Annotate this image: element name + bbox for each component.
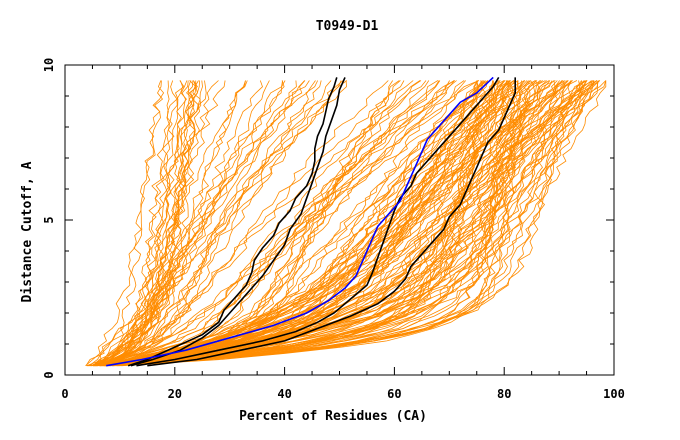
x-axis-label: Percent of Residues (CA) — [239, 409, 427, 424]
model-curve — [103, 80, 479, 367]
model-curve — [103, 80, 501, 367]
model-curve — [99, 80, 344, 367]
highlight-curves — [106, 76, 517, 367]
model-curve — [105, 80, 478, 367]
model-curve — [118, 80, 535, 367]
model-curve — [110, 80, 455, 367]
highlight-curve-2 — [130, 77, 346, 367]
highlight-curve-1 — [127, 77, 338, 367]
x-tick-label: 40 — [277, 387, 291, 401]
model-curve — [93, 80, 508, 367]
model-curve — [92, 80, 441, 367]
model-curve — [108, 80, 573, 367]
model-curves — [85, 80, 607, 367]
model-curve — [109, 80, 588, 367]
model-curve — [104, 80, 513, 367]
model-curve — [121, 80, 536, 367]
model-curve — [110, 80, 563, 367]
model-curve — [100, 80, 226, 367]
model-curve — [93, 80, 489, 367]
x-tick-label: 100 — [603, 387, 625, 401]
x-tick-label: 80 — [497, 387, 511, 401]
model-curve — [90, 80, 197, 367]
model-curve — [103, 80, 332, 367]
model-curve — [92, 80, 600, 367]
model-curve — [102, 80, 569, 367]
model-curve — [106, 80, 494, 367]
model-curve — [97, 80, 421, 367]
model-curve — [111, 80, 594, 367]
model-curve — [98, 80, 439, 367]
model-curve — [93, 80, 519, 367]
y-tick-labels: 0 5 10 — [42, 58, 56, 379]
highlight-curve-4 — [147, 77, 517, 367]
chart-title: T0949-D1 — [316, 19, 379, 34]
model-curve — [95, 80, 197, 367]
model-curve — [119, 80, 564, 367]
model-curve — [89, 80, 538, 367]
model-curve — [99, 80, 550, 367]
model-curve — [85, 80, 165, 367]
model-curve — [105, 80, 592, 367]
model-curve — [102, 80, 546, 367]
highlight-curve-5 — [106, 76, 494, 367]
model-curve — [116, 80, 573, 367]
model-curve — [94, 80, 479, 367]
x-tick-label: 20 — [168, 387, 182, 401]
model-curve — [99, 80, 405, 367]
model-curve — [98, 80, 263, 367]
axis-ticks — [64, 64, 615, 376]
model-curve — [104, 80, 587, 367]
y-axis-label: Distance Cutoff, A — [20, 161, 35, 302]
model-curve — [105, 80, 588, 367]
model-curve — [95, 80, 597, 367]
y-tick-label: 0 — [42, 371, 56, 378]
model-curve — [94, 80, 516, 367]
model-curve — [104, 80, 178, 367]
model-curve — [107, 80, 578, 367]
model-curve — [106, 80, 347, 366]
model-curve — [106, 80, 348, 366]
model-curve — [113, 80, 548, 367]
model-curve — [89, 80, 189, 367]
model-curve — [102, 80, 198, 367]
model-curve — [97, 80, 537, 367]
model-curve — [88, 80, 506, 367]
model-curve — [114, 80, 513, 367]
x-tick-label: 60 — [387, 387, 401, 401]
model-curve — [107, 80, 599, 367]
model-curve — [92, 80, 164, 367]
y-tick-label: 10 — [42, 58, 56, 72]
model-curve — [105, 80, 219, 367]
x-tick-labels: 0 20 40 60 80 100 — [61, 387, 624, 401]
model-curve — [96, 80, 319, 367]
model-curve — [85, 80, 286, 366]
y-tick-label: 5 — [42, 216, 56, 223]
x-tick-label: 0 — [61, 387, 68, 401]
model-curve — [94, 80, 170, 367]
model-curve — [102, 80, 389, 367]
model-curve — [102, 80, 455, 367]
model-curve — [97, 80, 188, 367]
model-curve — [104, 80, 483, 367]
model-curve — [103, 80, 207, 367]
model-curve — [104, 80, 414, 367]
model-curve — [114, 80, 594, 367]
model-curve — [93, 80, 457, 367]
model-curve — [92, 80, 248, 366]
model-curve — [90, 80, 573, 367]
highlight-curve-3 — [136, 76, 500, 367]
model-curve — [96, 80, 531, 367]
model-curve — [88, 80, 465, 367]
model-curve — [103, 80, 201, 367]
model-curve — [89, 80, 551, 367]
model-curve — [116, 80, 496, 367]
model-curve — [93, 80, 582, 367]
